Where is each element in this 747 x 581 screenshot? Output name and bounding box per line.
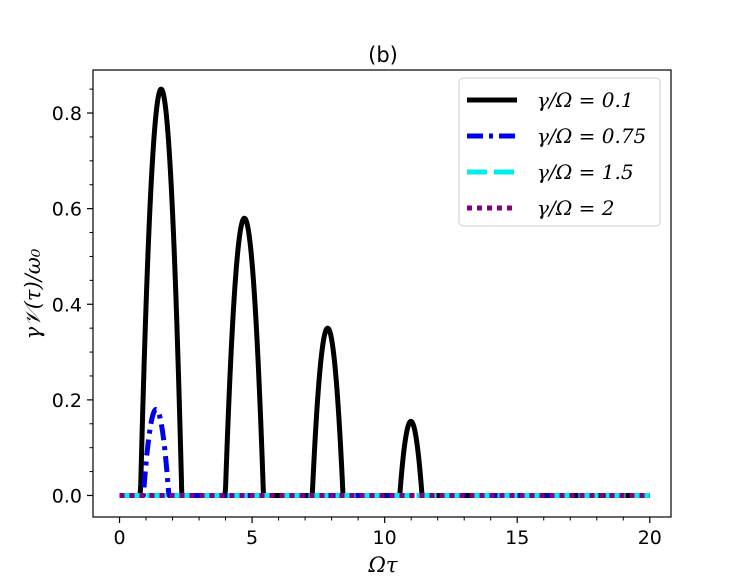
- x-tick-label: 15: [505, 527, 529, 549]
- chart-title: (b): [368, 43, 398, 67]
- x-tick-label: 10: [373, 527, 397, 549]
- y-tick-label: 0.0: [52, 485, 82, 507]
- y-tick-label: 0.8: [52, 103, 82, 125]
- y-tick-label: 0.4: [52, 294, 82, 316]
- axes: 0 5 10 15 20 0.0 0.2 0.4 0.6 0.8: [52, 69, 672, 549]
- x-axis-title: Ωτ: [367, 553, 397, 577]
- y-tick-label: 0.2: [52, 390, 82, 412]
- x-tick-label: 20: [638, 527, 662, 549]
- x-tick-label: 0: [113, 527, 125, 549]
- plot-frame: [92, 69, 672, 518]
- y-axis-title: γ𝒱(τ)/ω₀: [21, 248, 45, 339]
- legend: γ/Ω = 0.1 γ/Ω = 0.75 γ/Ω = 1.5 γ/Ω = 2: [458, 77, 661, 227]
- plot-area: [117, 86, 652, 498]
- x-tick-label: 5: [246, 527, 258, 549]
- legend-label-3: γ/Ω = 1.5: [537, 160, 634, 184]
- legend-label-4: γ/Ω = 2: [537, 196, 614, 220]
- legend-label-2: γ/Ω = 0.75: [537, 124, 646, 148]
- legend-label-1: γ/Ω = 0.1: [537, 88, 634, 112]
- legend-box: [458, 77, 661, 227]
- y-tick-label: 0.6: [52, 199, 82, 221]
